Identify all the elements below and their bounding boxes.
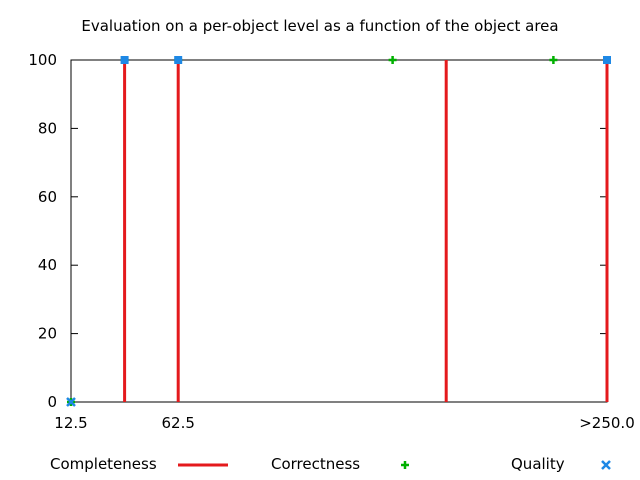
legend-swatch-correctness [401, 461, 409, 469]
quality-point [66, 397, 76, 407]
y-tick-label: 20 [38, 325, 57, 343]
x-tick-label: >250.0 [579, 414, 635, 432]
quality-point [120, 56, 129, 64]
legend-label-completeness: Completeness [50, 455, 157, 473]
chart-title: Evaluation on a per-object level as a fu… [81, 17, 559, 35]
quality-point [603, 56, 611, 64]
legend-swatch-quality [601, 460, 611, 470]
x-tick-label: 12.5 [54, 414, 87, 432]
y-tick-label: 80 [38, 119, 57, 137]
legend-label-quality: Quality [511, 455, 565, 473]
x-tick-label: 62.5 [161, 414, 194, 432]
y-tick-label: 100 [28, 51, 57, 69]
y-tick-label: 0 [47, 393, 57, 411]
quality-point [174, 56, 183, 64]
legend-label-correctness: Correctness [271, 455, 361, 473]
y-tick-label: 60 [38, 188, 57, 206]
correctness-point [549, 56, 558, 64]
y-tick-label: 40 [38, 256, 57, 274]
plot-frame [70, 59, 608, 403]
correctness-point [388, 56, 397, 64]
